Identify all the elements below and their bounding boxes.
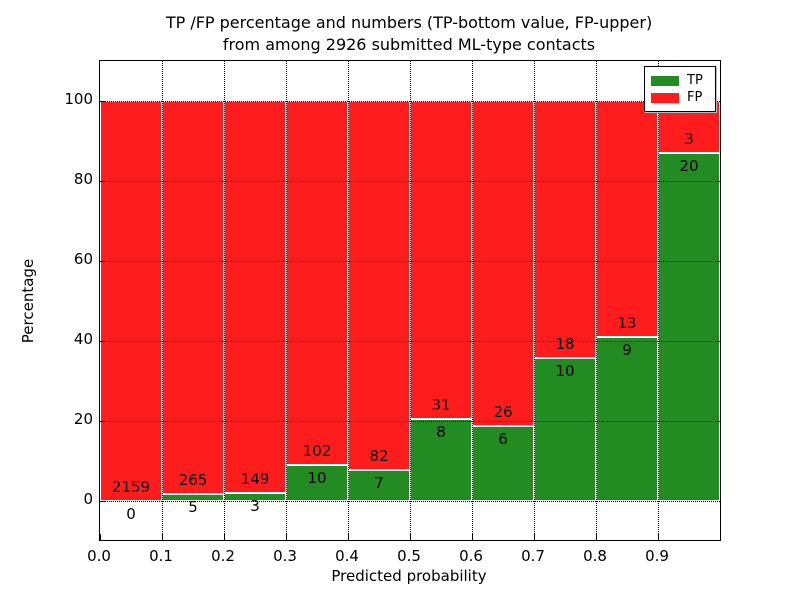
fp-bar-segment [472, 101, 534, 426]
tp-bar-segment [596, 337, 658, 501]
y-tickmark [100, 101, 106, 102]
fp-bar-segment [410, 101, 472, 419]
gridline-vertical [596, 61, 597, 540]
x-tickmark [100, 534, 101, 540]
y-tickmark [100, 341, 106, 342]
legend-swatch-fp [651, 92, 679, 103]
x-tickmark [658, 534, 659, 540]
fp-bar-segment [162, 101, 224, 494]
x-tickmark [162, 534, 163, 540]
fp-bar-segment [348, 101, 410, 470]
x-tick-label: 0.0 [87, 547, 111, 565]
tp-bar-segment [658, 153, 720, 501]
gridline-vertical [472, 61, 473, 540]
fp-count-label: 31 [431, 395, 451, 414]
x-tick-label: 0.4 [335, 547, 359, 565]
gridline-vertical [658, 61, 659, 540]
fp-count-label: 149 [240, 470, 270, 489]
x-tick-label: 0.7 [521, 547, 545, 565]
fp-bar-segment [596, 101, 658, 338]
x-tick-label: 0.5 [397, 547, 421, 565]
y-tick-label: 100 [64, 90, 93, 108]
x-tickmark [472, 534, 473, 540]
chart-title-line2: from among 2926 submitted ML-type contac… [222, 35, 596, 54]
x-axis-label: Predicted probability [331, 567, 487, 585]
x-tickmark [224, 534, 225, 540]
fp-count-label: 13 [617, 314, 637, 333]
tp-count-label: 3 [250, 497, 260, 516]
y-tickmark [100, 181, 106, 182]
tp-count-label: 5 [188, 497, 198, 516]
y-tick-label: 20 [73, 410, 93, 428]
fp-bar-segment [224, 101, 286, 494]
fp-bar-segment [100, 101, 162, 501]
y-tickmark [100, 421, 106, 422]
tp-bar-segment [410, 418, 472, 501]
legend-label-tp: TP [687, 73, 703, 88]
x-tick-label: 0.1 [149, 547, 173, 565]
x-tick-label: 0.2 [211, 547, 235, 565]
legend-entry-tp: TP [651, 72, 709, 89]
fp-bar-segment [534, 101, 596, 359]
x-tickmark [596, 534, 597, 540]
tp-count-label: 8 [436, 422, 446, 441]
tp-count-label: 7 [374, 473, 384, 492]
fp-count-label: 82 [369, 446, 389, 465]
gridline-vertical [162, 61, 163, 540]
y-tickmark [100, 261, 106, 262]
tp-count-label: 20 [679, 157, 699, 176]
x-tickmark [348, 534, 349, 540]
gridline-vertical [410, 61, 411, 540]
gridline-vertical [224, 61, 225, 540]
gridline-vertical [348, 61, 349, 540]
tp-bar-segment [472, 426, 534, 501]
fp-count-label: 18 [555, 335, 575, 354]
tp-count-label: 9 [622, 341, 632, 360]
legend: TP FP [644, 66, 716, 112]
x-tickmark [410, 534, 411, 540]
tp-count-label: 10 [307, 469, 327, 488]
x-tickmark [286, 534, 287, 540]
x-tick-label: 0.8 [583, 547, 607, 565]
y-tick-label: 80 [73, 170, 93, 188]
y-axis-label: Percentage [19, 258, 37, 344]
fp-count-label: 2159 [111, 478, 151, 496]
y-tick-label: 0 [83, 490, 93, 508]
y-tick-label: 60 [73, 250, 93, 268]
fp-count-label: 26 [493, 403, 513, 421]
legend-label-fp: FP [687, 90, 703, 105]
chart-title-line1: TP /FP percentage and numbers (TP-bottom… [165, 13, 653, 32]
fp-count-label: 102 [302, 442, 332, 461]
x-tick-label: 0.6 [459, 547, 483, 565]
x-tick-label: 0.9 [645, 547, 669, 565]
tp-count-label: 0 [126, 505, 136, 523]
legend-entry-fp: FP [651, 89, 709, 106]
legend-swatch-tp [651, 75, 679, 86]
fp-count-label: 3 [684, 130, 694, 149]
tp-count-label: 6 [498, 430, 508, 448]
gridline-vertical [534, 61, 535, 540]
plot-area: 2159 0 265 5 149 3 102 10 82 7 31 8 26 6 18 10 13 9 3 20 [99, 60, 721, 541]
x-tickmark [534, 534, 535, 540]
tp-count-label: 10 [555, 362, 575, 381]
fp-bar-segment [286, 101, 348, 466]
x-tick-label: 0.3 [273, 547, 297, 565]
gridline-vertical [286, 61, 287, 540]
fp-count-label: 265 [178, 470, 208, 489]
y-tickmark [100, 501, 106, 502]
y-tick-label: 40 [73, 330, 93, 348]
